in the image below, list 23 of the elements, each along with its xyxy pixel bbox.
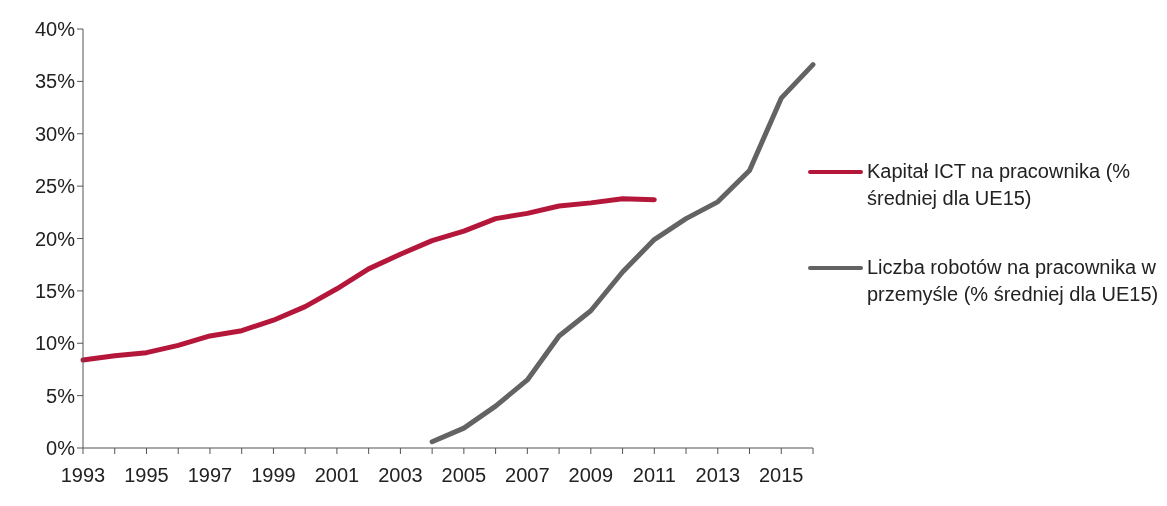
x-tick-label: 2011 [632,464,676,487]
x-tick-label: 2001 [314,464,360,487]
y-tick-label: 20% [34,227,76,250]
y-tick-label: 0% [46,437,76,460]
x-tick-label: 2015 [759,464,804,487]
y-tick-label: 25% [34,175,76,198]
legend-label: Kapitał ICT na pracownika (% średniej dla UE15) [867,159,1132,211]
x-tick-label: 2005 [441,464,487,487]
y-tick-label: 10% [34,332,76,355]
x-tick-label: 1997 [187,464,233,487]
x-tick-label: 2013 [695,464,741,487]
y-tick-label: 15% [34,279,76,302]
x-tick-label: 2003 [378,464,423,487]
x-tick-label: 1993 [60,464,106,487]
y-tick-label: 35% [34,70,76,93]
y-tick-label: 30% [34,122,76,145]
x-tick-label: 2009 [568,464,614,487]
x-tick-label: 2007 [505,464,550,487]
x-tick-label: 1995 [124,464,169,487]
legend-label: Liczba robotów na pracownika w przemyśle (% średniej dla UE15) [867,255,1160,307]
y-tick-label: 5% [46,384,76,407]
x-tick-label: 1999 [251,464,296,487]
y-tick-label: 40% [34,18,76,41]
